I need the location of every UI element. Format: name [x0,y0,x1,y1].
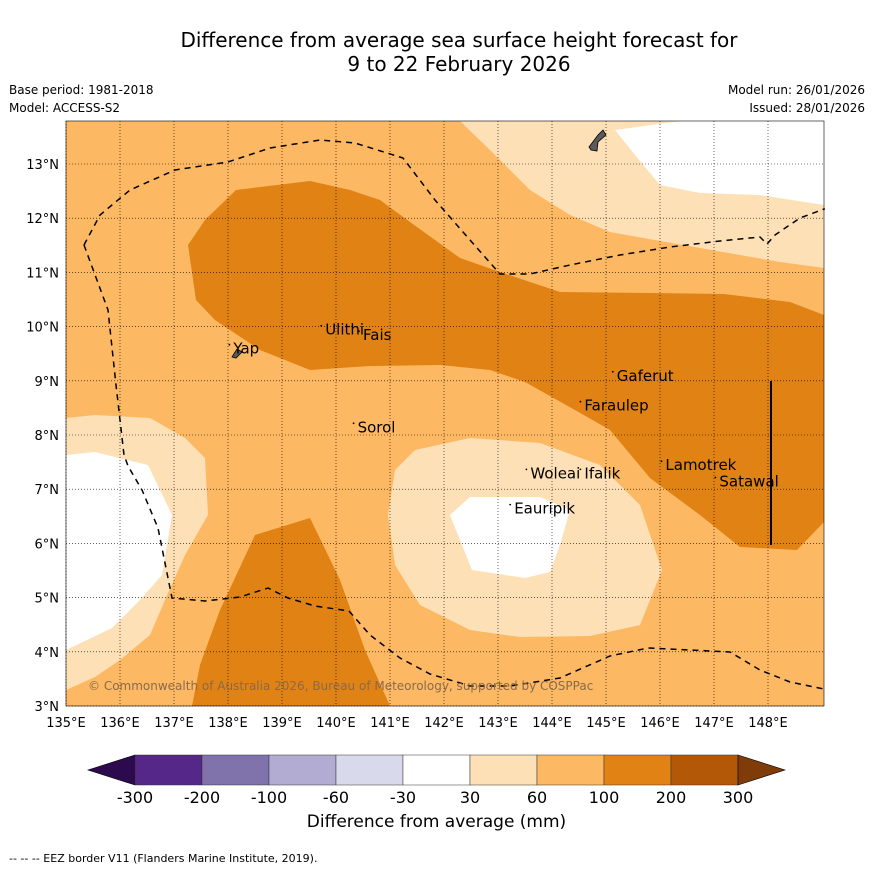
band-neutral-north [615,121,824,205]
band-neutral-central [450,497,570,578]
lon-tick-label: 145°E [586,716,626,731]
longitude-labels: 135°E 136°E 137°E 138°E 139°E 140°E 141°E 142°E… [46,716,788,731]
lon-tick-label: 136°E [100,716,140,731]
place-marker [320,324,323,327]
colorbar-tick-label: -60 [323,788,349,807]
lon-tick-label: 135°E [46,716,86,731]
copyright-text: © Commonwealth of Australia 2026, Bureau… [88,679,593,693]
lon-tick-label: 146°E [640,716,680,731]
lon-tick-label: 140°E [316,716,356,731]
lat-tick-label: 9°N [35,375,60,390]
place-marker [714,476,717,479]
sea-height-field [66,121,824,706]
colorbar-tick-label: 60 [527,788,547,807]
place-label: Yap [232,340,259,358]
lon-tick-label: 144°E [532,716,572,731]
colorbar-tick-label: -200 [184,788,220,807]
place-label: Ifalik [584,464,620,482]
lat-tick-label: 13°N [26,158,59,173]
place-marker [525,468,528,471]
meta-right: Model run: 26/01/2026 Issued: 28/01/2026 [728,81,865,117]
eez-border-north [83,139,825,275]
colorbar-tick-label: -100 [251,788,287,807]
place-marker [579,400,582,403]
lat-tick-label: 8°N [35,429,60,444]
colorbar-tick-label: 30 [460,788,480,807]
place-label: Fais [363,326,392,344]
lon-tick-label: 143°E [478,716,518,731]
model-run: Model run: 26/01/2026 [727,83,865,97]
lon-tick-label: 147°E [694,716,734,731]
place-marker [358,330,360,333]
place-marker [611,370,614,373]
place-marker [579,468,582,471]
colorbar-swatch [335,754,404,786]
lon-tick-label: 141°E [370,716,410,731]
lat-tick-label: 11°N [26,266,59,281]
model-name: Model: ACCESS-S2 [9,101,121,115]
lon-tick-label: 137°E [154,716,194,731]
colorbar-swatch [201,754,270,786]
colorbar-tick-label: 100 [589,788,620,807]
colorbar-swatch [268,754,337,786]
islands [231,129,607,359]
yap-island [231,348,243,359]
band-100-200-north [188,181,824,550]
lon-tick-label: 139°E [262,716,302,731]
colorbar-extend-low [87,754,136,786]
band-neutral-west [66,452,172,650]
colorbar-swatch [670,754,739,786]
map-title: Difference from average sea surface heig… [0,28,873,76]
colorbar-swatch [603,754,672,786]
colorbar-tick-label: 200 [656,788,687,807]
colorbar-tick-label: -300 [117,788,153,807]
colorbar-swatch [469,754,538,786]
place-marker [509,503,512,506]
lat-tick-label: 10°N [26,321,59,336]
lat-tick-label: 6°N [35,537,60,552]
lat-tick-label: 7°N [35,483,60,498]
colorbar-swatch [536,754,605,786]
place-label: Ulithi [325,321,364,339]
base-period: Base period: 1981-2018 [9,83,154,97]
place-label: Lamotrek [665,456,736,474]
lon-tick-label: 142°E [424,716,464,731]
eez-border-south [83,244,825,690]
meta-left: Base period: 1981-2018 Model: ACCESS-S2 [9,81,154,117]
place-label: Gaferut [617,367,674,385]
place-label: Sorol [358,418,396,436]
colorbar-tick-label: 300 [723,788,754,807]
lat-tick-label: 5°N [35,592,60,607]
place-marker [228,343,231,346]
footer-note: -- -- -- EEZ border V11 (Flanders Marine… [9,852,318,865]
place-label: Woleai [530,464,580,482]
place-marker [660,460,663,463]
lon-tick-label: 138°E [208,716,248,731]
lat-tick-label: 12°N [26,212,59,227]
issued-date: Issued: 28/01/2026 [749,101,865,115]
title-line-1: Difference from average sea surface heig… [180,28,738,52]
latitude-labels: 3°N 4°N 5°N 6°N 7°N 8°N 9°N 10°N 11°N 12°N 13°N [26,158,59,715]
guam-island [588,129,607,152]
title-line-2: 9 to 22 February 2026 [347,52,571,76]
place-marker [352,422,355,425]
lat-tick-label: 4°N [35,646,60,661]
lon-tick-label: 148°E [748,716,788,731]
colorbar-label: Difference from average (mm) [306,812,567,832]
place-label: Faraulep [584,397,648,415]
band-100-200-south [192,518,390,706]
colorbar-extend-high [737,754,786,786]
place-label: Eauripik [514,500,575,518]
colorbar-tick-label: -30 [390,788,416,807]
colorbar-swatch [134,754,203,786]
lat-tick-label: 3°N [35,700,60,715]
colorbar-swatch [402,754,471,786]
place-label: Satawal [719,472,778,490]
map-frame [65,120,825,707]
colorbar: -300 -200 -100 -60 -30 30 60 100 200 300 [87,754,786,807]
